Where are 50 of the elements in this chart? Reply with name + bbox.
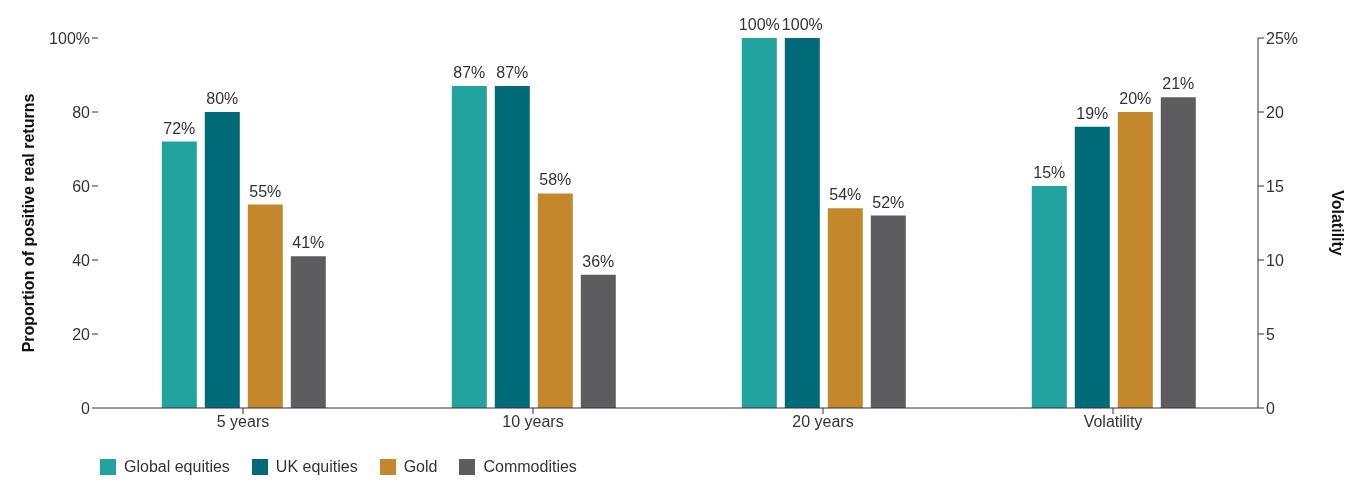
y2-axis-title: Volatility xyxy=(1329,190,1347,256)
y2-tick-label: 0 xyxy=(1266,399,1275,417)
bar xyxy=(290,256,326,408)
data-label: 72% xyxy=(163,119,196,137)
bar xyxy=(741,38,777,408)
data-label: 41% xyxy=(292,234,325,252)
data-label: 19% xyxy=(1076,104,1109,122)
y-tick-label: 40 xyxy=(72,251,91,269)
data-label: 87% xyxy=(453,64,486,82)
x-tick-label: 10 years xyxy=(502,413,564,431)
y2-tick-label: 25% xyxy=(1266,29,1299,47)
data-label: 36% xyxy=(582,252,615,270)
bar xyxy=(204,112,240,408)
legend-label: Commodities xyxy=(483,458,577,476)
data-label: 80% xyxy=(206,90,239,107)
bar xyxy=(784,38,820,408)
bar xyxy=(537,193,573,408)
legend-label: Global equities xyxy=(124,458,230,476)
y-tick-label: 20 xyxy=(72,325,91,343)
legend-label: Gold xyxy=(403,458,438,476)
bar xyxy=(827,208,863,408)
y2-tick-label: 5 xyxy=(1266,325,1275,343)
y2-tick-label: 20 xyxy=(1266,103,1284,121)
y-tick-label: 0 xyxy=(81,399,91,417)
data-label: 100% xyxy=(738,16,780,33)
bar xyxy=(870,215,906,408)
data-label: 54% xyxy=(829,186,862,204)
data-label: 20% xyxy=(1119,90,1152,107)
data-label: 87% xyxy=(496,64,529,82)
y-tick-label: 100% xyxy=(49,29,90,47)
legend-label: UK equities xyxy=(275,458,358,476)
bar xyxy=(451,86,487,408)
y-tick-label: 80 xyxy=(72,103,91,121)
x-tick-label: 20 years xyxy=(792,413,854,431)
data-label: 55% xyxy=(249,182,282,200)
y-axis-title: Proportion of positive real returns xyxy=(19,93,37,353)
x-tick-label: Volatility xyxy=(1083,413,1143,431)
bar xyxy=(161,141,197,408)
data-label: 21% xyxy=(1162,75,1195,93)
y-tick-label: 60 xyxy=(72,177,91,195)
y2-tick-label: 15 xyxy=(1266,177,1284,195)
bar xyxy=(580,274,616,408)
data-label: 15% xyxy=(1033,164,1066,181)
data-label: 52% xyxy=(872,193,905,211)
x-tick-label: 5 years xyxy=(216,413,270,431)
y2-tick-label: 10 xyxy=(1266,251,1284,269)
data-label: 58% xyxy=(539,171,572,189)
bar xyxy=(247,204,283,408)
bar xyxy=(494,86,530,408)
data-label: 100% xyxy=(781,16,823,33)
